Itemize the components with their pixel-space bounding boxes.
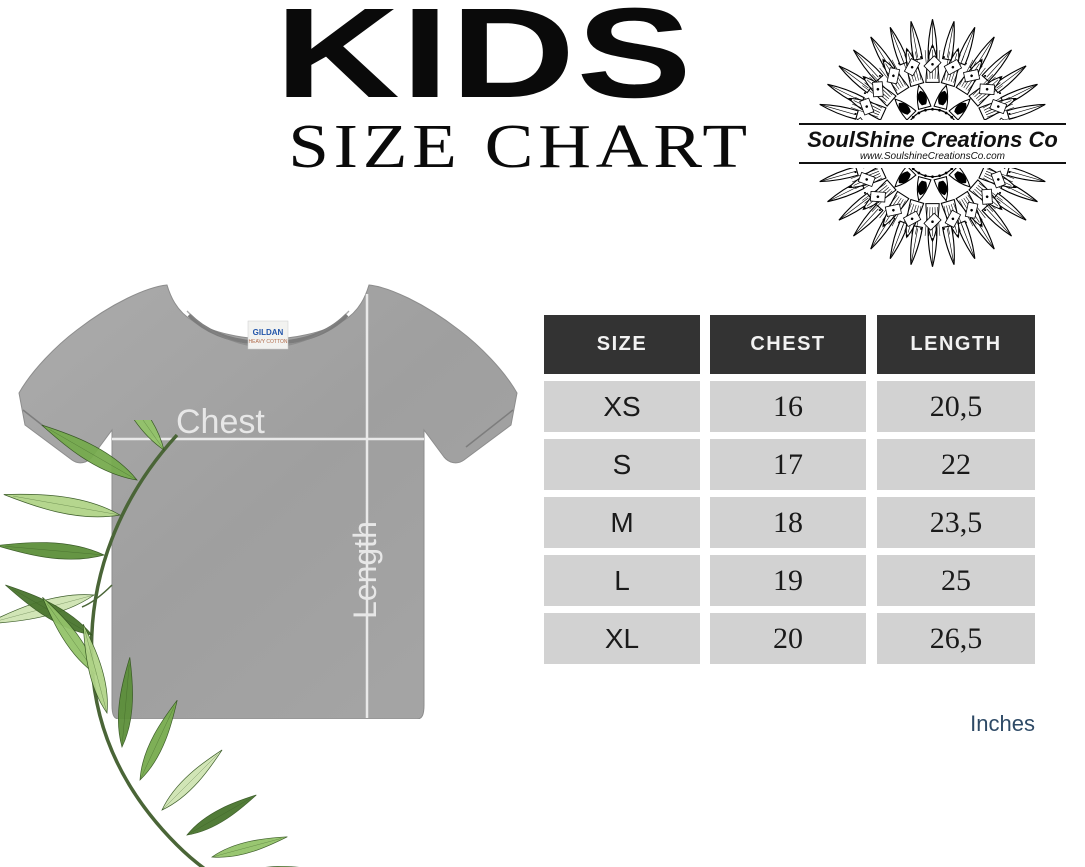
svg-text:GILDAN: GILDAN — [253, 328, 284, 337]
svg-text:HEAVY COTTON: HEAVY COTTON — [249, 339, 288, 345]
